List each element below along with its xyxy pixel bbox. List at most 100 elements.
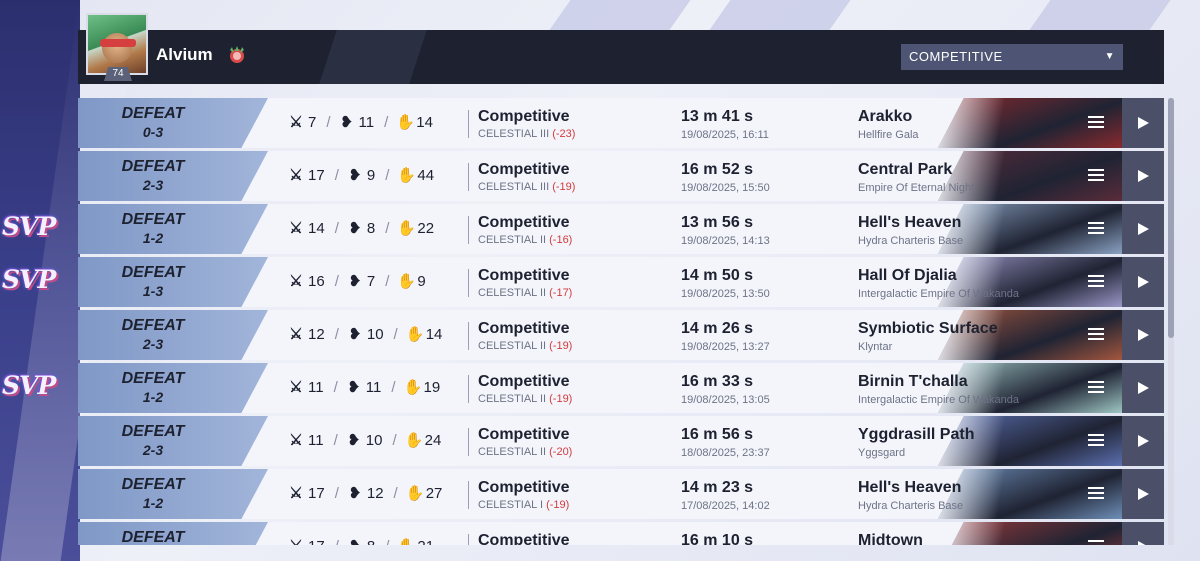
menu-icon[interactable]	[1088, 434, 1104, 448]
stat-divider: /	[334, 326, 339, 343]
match-date: 19/08/2025, 14:13	[681, 235, 770, 247]
broken-heart-icon: ❥	[348, 273, 362, 290]
match-duration: 14 m 23 s	[681, 479, 754, 496]
match-row[interactable]: DEFEAT 1-3 ⚔ 16 / ❥ 7 / ✋9 Competitive CELESTI…	[78, 257, 1164, 307]
match-date: 19/08/2025, 13:27	[681, 341, 770, 353]
menu-icon[interactable]	[1088, 487, 1104, 501]
match-mode: Competitive	[478, 214, 570, 231]
menu-icon[interactable]	[1088, 222, 1104, 236]
match-row[interactable]: DEFEAT ⚔17/❥8/✋21 Competitive 16 m 10 s …	[78, 522, 1164, 545]
match-date: 19/08/2025, 13:50	[681, 288, 770, 300]
result-label: DEFEAT	[121, 317, 185, 334]
match-mode: Competitive	[478, 426, 570, 443]
result-banner: DEFEAT 1-3	[78, 257, 268, 307]
crossed-swords-icon: ⚔	[289, 379, 303, 396]
mode-select-value: COMPETITIVE	[909, 49, 1003, 64]
menu-icon[interactable]	[1088, 328, 1104, 342]
result-score: 1-2	[142, 495, 164, 511]
kda-stats: ⚔ 7 / ❥ 11 / ✋14	[288, 113, 433, 131]
match-row[interactable]: DEFEAT 0-3 ⚔ 7 / ❥ 11 / ✋14 Competitive CELEST…	[78, 98, 1164, 148]
svp-badge: SVP	[2, 265, 56, 294]
match-date: 18/08/2025, 23:37	[681, 447, 770, 459]
match-row[interactable]: DEFEAT 2-3 ⚔ 11 / ❥ 10 / ✋24 Competitive CELES…	[78, 416, 1164, 466]
match-row[interactable]: DEFEAT 2-3 ⚔ 17 / ❥ 9 / ✋44 Competitive CELEST…	[78, 151, 1164, 201]
kills-value: 17	[308, 485, 325, 502]
match-row[interactable]: DEFEAT 1-2 ⚔ 14 / ❥ 8 / ✋22 Competitive CELEST…	[78, 204, 1164, 254]
result-label: DEFEAT	[121, 264, 185, 281]
kda-stats: ⚔ 11/❥ 11/✋19	[288, 378, 440, 396]
stat-divider: /	[333, 432, 338, 449]
match-duration: 14 m 50 s	[681, 267, 754, 284]
menu-icon[interactable]	[1088, 381, 1104, 395]
replay-play-button[interactable]	[1122, 363, 1164, 413]
replay-play-button[interactable]	[1122, 469, 1164, 519]
rank-delta: (-19)	[549, 340, 573, 352]
replay-play-button[interactable]	[1122, 98, 1164, 148]
map-thumbnail	[938, 257, 1122, 307]
map-thumbnail	[938, 98, 1122, 148]
column-divider	[468, 269, 469, 297]
replay-play-button[interactable]	[1122, 310, 1164, 360]
deaths-value: 11	[365, 379, 382, 396]
replay-play-button[interactable]	[1122, 522, 1164, 545]
deaths-value: 12	[366, 485, 384, 502]
menu-icon[interactable]	[1088, 540, 1104, 545]
map-region: Hydra Charteris Base	[858, 235, 964, 247]
broken-heart-icon: ❥	[348, 167, 362, 184]
map-thumbnail	[938, 363, 1122, 413]
kda-stats: ⚔ 14 / ❥ 8 / ✋22	[288, 219, 434, 237]
rank-tier: CELESTIAL II	[478, 234, 547, 246]
rank-line: CELESTIAL II (-16)	[478, 234, 572, 246]
map-name: Yggdrasill Path	[858, 426, 975, 443]
stat-divider: /	[334, 167, 339, 184]
result-banner: DEFEAT 1-2	[78, 204, 268, 254]
map-name: Birnin T'challa	[858, 373, 968, 390]
rank-line: CELESTIAL II (-17)	[478, 287, 572, 299]
replay-play-button[interactable]	[1122, 151, 1164, 201]
kda-stats: ⚔ 16 / ❥ 7 / ✋9	[288, 272, 425, 290]
match-row[interactable]: DEFEAT 1-2 ⚔ 11/❥ 11/✋19 Competitive CELES…	[78, 363, 1164, 413]
deaths-value: 8	[367, 538, 375, 545]
chevron-down-icon: ▼	[1104, 51, 1115, 62]
kills-value: 7	[308, 114, 317, 131]
kda-stats: ⚔ 17 / ❥ 12 / ✋27	[288, 484, 442, 502]
kills-value: 16	[308, 273, 325, 290]
kda-stats: ⚔ 17 / ❥ 9 / ✋44	[288, 166, 434, 184]
rank-delta: (-19)	[546, 499, 570, 511]
crossed-swords-icon: ⚔	[289, 114, 303, 131]
stat-divider: /	[393, 326, 398, 343]
replay-play-button[interactable]	[1122, 416, 1164, 466]
match-row[interactable]: DEFEAT 2-3 ⚔ 12 / ❥ 10 / ✋14 Competitive CELES…	[78, 310, 1164, 360]
menu-icon[interactable]	[1088, 116, 1104, 130]
kills-value: 14	[308, 220, 325, 237]
rank-tier: CELESTIAL II	[478, 393, 547, 405]
kills-value: 12	[308, 326, 325, 343]
stat-divider: /	[334, 485, 339, 502]
avatar[interactable]	[86, 13, 148, 75]
broken-heart-icon: ❥	[347, 432, 361, 449]
avatar-visor	[100, 39, 136, 47]
match-row[interactable]: DEFEAT 1-2 ⚔ 17 / ❥ 12 / ✋27 Competitive CELES…	[78, 469, 1164, 519]
menu-icon[interactable]	[1088, 275, 1104, 289]
scrollbar-thumb[interactable]	[1168, 98, 1174, 338]
replay-play-button[interactable]	[1122, 204, 1164, 254]
match-mode: Competitive	[478, 532, 570, 545]
crossed-swords-icon: ⚔	[289, 326, 303, 343]
mode-select-dropdown[interactable]: COMPETITIVE ▼	[901, 44, 1123, 70]
replay-play-button[interactable]	[1122, 257, 1164, 307]
bg-decor-stripe	[1029, 0, 1171, 30]
kills-value: 11	[308, 379, 324, 396]
assists-value: 19	[423, 379, 441, 396]
map-name: Arakko	[858, 108, 913, 125]
menu-icon[interactable]	[1088, 169, 1104, 183]
rank-tier: CELESTIAL III	[478, 128, 550, 140]
assists-value: 27	[425, 485, 443, 502]
map-thumbnail	[938, 204, 1122, 254]
match-mode: Competitive	[478, 373, 570, 390]
player-name: Alvium	[156, 45, 213, 64]
map-thumbnail	[938, 310, 1122, 360]
result-banner: DEFEAT 0-3	[78, 98, 268, 148]
result-score: 1-3	[142, 283, 164, 299]
rank-line: CELESTIAL II (-20)	[478, 446, 572, 458]
rank-line: CELESTIAL III (-23)	[478, 128, 575, 140]
